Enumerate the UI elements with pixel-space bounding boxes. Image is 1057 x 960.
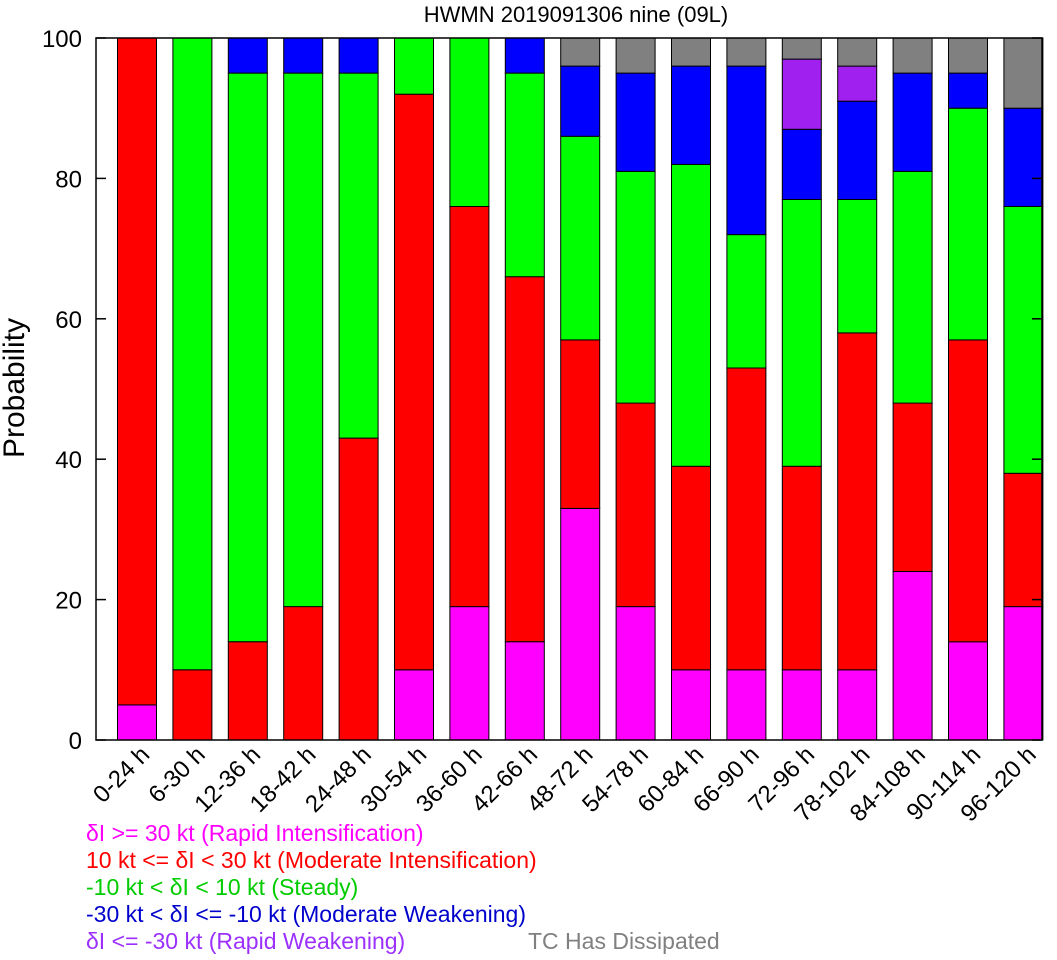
bar-dissipated-15	[948, 37, 988, 74]
bar-mw-4	[338, 37, 379, 74]
bar-mw-9	[615, 72, 656, 172]
bar-steady-4	[338, 72, 379, 439]
y-axis-ticks: 0 20 40 60 80 100	[42, 26, 1042, 755]
bar-mi-11	[726, 367, 767, 671]
legend-entry-moderate-intensification: 10 kt <= δI < 30 kt (Moderate Intensific…	[86, 847, 537, 873]
bar-steady-16	[1003, 206, 1044, 474]
bar-steady-8	[560, 135, 601, 341]
bar-mi-8	[560, 339, 601, 509]
bar-mi-15	[948, 339, 988, 643]
bar-mw-11	[726, 65, 767, 236]
bar-mw-3	[283, 37, 324, 74]
legend-entry-rapid-weakening: δI <= -30 kt (Rapid Weakening)	[86, 928, 406, 954]
bar-ri-15	[948, 641, 988, 741]
bar-dissipated-14	[892, 37, 933, 74]
bar-steady-9	[615, 170, 656, 404]
bar-mw-13	[837, 100, 878, 200]
chart-title: HWMN 2019091306 nine (09L)	[424, 2, 729, 27]
bar-ri-11	[726, 669, 767, 741]
bar-dissipated-9	[615, 37, 656, 74]
plot-frame	[95, 37, 1043, 741]
bar-mw-12	[781, 128, 822, 200]
legend-entry-dissipated: TC Has Dissipated	[528, 928, 720, 954]
bar-mi-4	[338, 437, 379, 741]
bar-ri-6	[449, 606, 490, 741]
y-tick-label-2: 40	[55, 447, 82, 474]
bar-steady-3	[283, 72, 324, 608]
x-axis-tick-labels: 0-24 h6-30 h12-36 h18-42 h24-48 h30-54 h…	[88, 741, 1042, 827]
bar-dissipated-8	[560, 37, 601, 67]
bar-mi-1	[172, 669, 213, 741]
bar-steady-7	[504, 72, 545, 278]
bar-mi-9	[615, 402, 656, 608]
bar-ri-14	[892, 571, 933, 741]
bar-ri-13	[837, 669, 878, 741]
bar-mw-16	[1003, 107, 1044, 207]
bars-layer	[117, 37, 1044, 741]
bar-ri-7	[504, 641, 545, 741]
bar-mi-2	[227, 641, 268, 741]
bar-dissipated-13	[837, 37, 878, 67]
legend-entry-rapid-intensification: δI >= 30 kt (Rapid Intensification)	[86, 820, 424, 846]
y-tick-label-0: 0	[69, 728, 82, 755]
bar-ri-0	[117, 704, 157, 741]
bar-steady-15	[948, 107, 988, 341]
bar-mw-7	[504, 37, 545, 74]
bar-steady-11	[726, 234, 767, 369]
bar-mi-14	[892, 402, 933, 572]
bar-steady-13	[837, 199, 878, 334]
bar-mi-5	[394, 93, 434, 671]
bar-mi-3	[283, 606, 324, 741]
bar-mi-7	[504, 276, 545, 643]
y-tick-label-4: 80	[55, 166, 82, 193]
bar-mi-0	[117, 37, 157, 706]
bar-steady-2	[227, 72, 268, 643]
bar-dissipated-16	[1003, 37, 1044, 109]
bar-dissipated-10	[671, 37, 711, 67]
x-tick-label-0: 0-24 h	[88, 741, 155, 808]
bar-mi-16	[1003, 472, 1044, 608]
bar-mw-2	[227, 37, 268, 74]
bar-mw-14	[892, 72, 933, 172]
bar-mi-6	[449, 206, 490, 608]
bar-steady-6	[449, 37, 490, 207]
bar-ri-9	[615, 606, 656, 741]
bar-steady-5	[394, 37, 434, 95]
y-tick-label-1: 20	[55, 588, 82, 615]
bar-dissipated-11	[726, 37, 767, 67]
bar-mi-12	[781, 465, 822, 671]
bar-ri-8	[560, 507, 601, 741]
bar-steady-14	[892, 170, 933, 404]
legend-entry-moderate-weakening: -30 kt < δI <= -10 kt (Moderate Weakenin…	[86, 901, 527, 927]
bar-ri-12	[781, 669, 822, 741]
bar-ri-10	[671, 669, 711, 741]
bar-ri-16	[1003, 606, 1044, 741]
bar-ri-5	[394, 669, 434, 741]
bar-mi-10	[671, 465, 711, 671]
y-tick-label-3: 60	[55, 307, 82, 334]
bar-steady-1	[172, 37, 213, 671]
bar-dissipated-12	[781, 37, 822, 60]
bar-mw-10	[671, 65, 711, 165]
bar-steady-12	[781, 199, 822, 467]
bar-mw-15	[948, 72, 988, 109]
y-tick-label-5: 100	[42, 26, 82, 53]
bar-steady-10	[671, 163, 711, 467]
bar-rw-12	[781, 58, 822, 130]
y-axis-label: Probability	[0, 318, 31, 458]
bar-mi-13	[837, 332, 878, 671]
bar-rw-13	[837, 65, 878, 102]
bar-mw-8	[560, 65, 601, 137]
legend-entry-steady: -10 kt < δI < 10 kt (Steady)	[86, 874, 359, 900]
